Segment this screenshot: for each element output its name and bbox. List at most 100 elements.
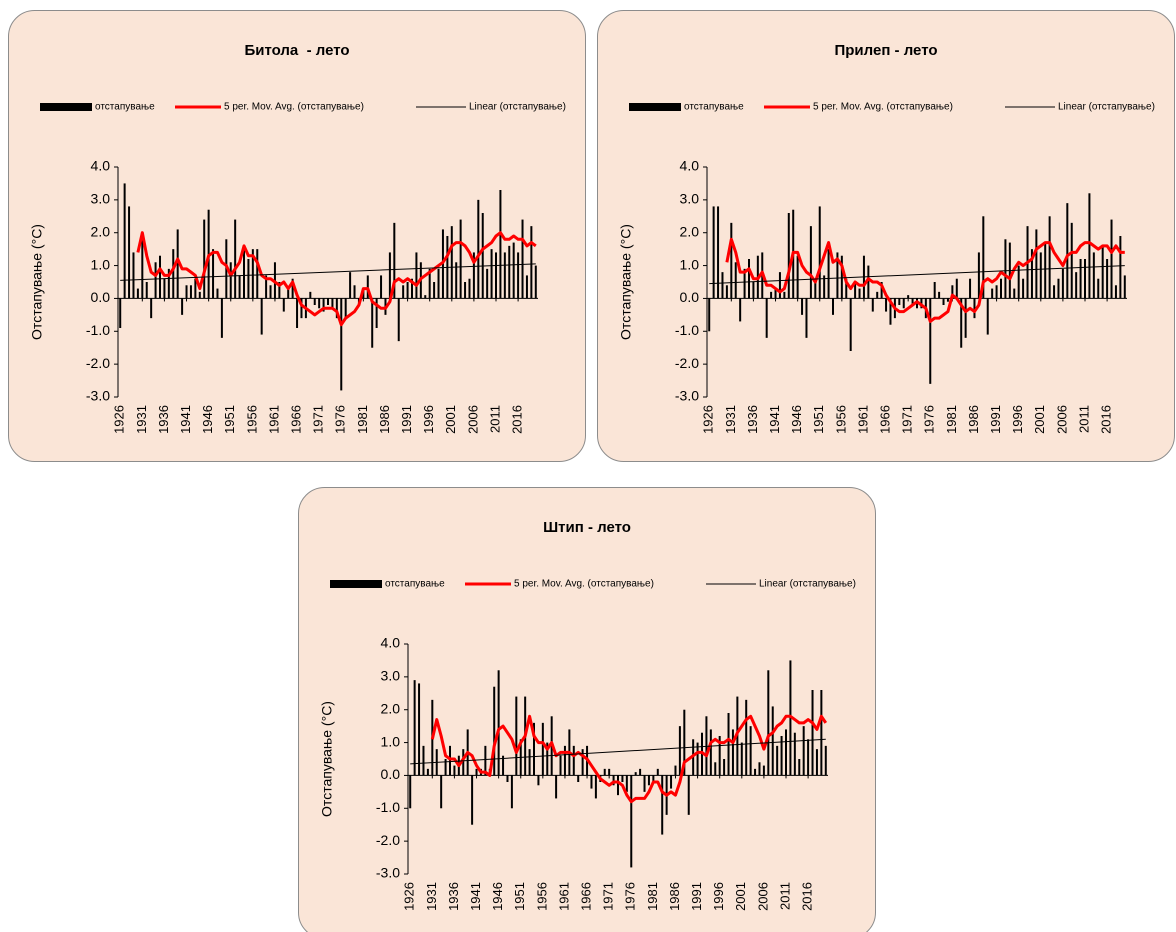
bar [845, 278, 848, 299]
bar [340, 298, 343, 391]
bar [444, 759, 447, 776]
bar [709, 729, 712, 776]
bar [991, 288, 994, 299]
bar [251, 249, 254, 299]
x-tick-label: 1986 [377, 405, 392, 434]
x-tick-label: 1991 [399, 405, 414, 434]
bar [287, 288, 290, 299]
bar [1070, 222, 1073, 299]
bar [426, 768, 429, 776]
bar [1061, 268, 1064, 299]
bar [499, 190, 502, 299]
bar [902, 298, 905, 309]
x-tick-label: 1931 [134, 405, 149, 434]
bar [656, 768, 659, 776]
bar [836, 252, 839, 299]
bar [807, 739, 810, 776]
chart-title: Прилеп - лето [834, 42, 937, 59]
chart-panel: Прилеп - лето отстапување 5 per. Mov. Avg.… [597, 10, 1175, 462]
bar [300, 298, 303, 319]
bar [506, 775, 509, 782]
legend-label: Linear (отстапување) [469, 102, 566, 113]
legend-label: 5 per. Mov. Avg. (отстапување) [224, 102, 364, 113]
bar [238, 275, 241, 299]
x-tick-label: 1986 [667, 882, 682, 911]
y-axis-label: Отстапување (°C) [29, 224, 45, 340]
bar [1079, 259, 1082, 299]
x-tick-label: 1946 [200, 405, 215, 434]
legend-swatch [330, 580, 382, 588]
x-tick-label: 1926 [402, 882, 417, 911]
bar [625, 775, 628, 792]
bar [1057, 278, 1060, 299]
bar [484, 745, 487, 776]
bar [798, 759, 801, 776]
bar [652, 775, 655, 782]
x-tick-label: 1991 [689, 882, 704, 911]
x-tick-label: 2006 [465, 405, 480, 434]
y-tick-label: 4.0 [680, 158, 700, 174]
bar [1053, 285, 1056, 299]
y-tick-label: 1.0 [680, 256, 700, 272]
moving-average-line [430, 714, 828, 804]
bar [440, 775, 443, 809]
bar [453, 765, 456, 776]
bar [712, 206, 715, 299]
bar [880, 282, 883, 299]
panel-content: Битола - лето отстапување 5 per. Mov. Avg.… [29, 42, 566, 434]
x-tick-label: 1931 [424, 882, 439, 911]
bar [752, 282, 755, 299]
bar [973, 298, 976, 319]
bar [234, 219, 237, 299]
x-tick-label: 1981 [355, 405, 370, 434]
bar [946, 298, 949, 302]
bar [136, 288, 139, 299]
bar [555, 775, 558, 799]
bar [802, 726, 805, 776]
bar [546, 742, 549, 776]
x-tick-label: 1961 [556, 882, 571, 911]
bar [749, 726, 752, 776]
x-tick-label: 2016 [800, 882, 815, 911]
legend-swatch [629, 103, 681, 111]
y-axis-label: Отстапување (°C) [319, 701, 335, 817]
bar [778, 272, 781, 299]
chart-title: Битола - лето [244, 42, 349, 59]
x-tick-label: 1926 [112, 405, 127, 434]
bar [814, 278, 817, 299]
bar [411, 278, 413, 299]
bar [823, 275, 826, 299]
x-tick-label: 1966 [877, 405, 892, 434]
bar [525, 275, 528, 299]
x-tick-label: 2006 [1054, 405, 1069, 434]
bar [475, 768, 478, 776]
bar [433, 282, 436, 299]
bar [1119, 236, 1122, 299]
bar [687, 775, 690, 815]
bar [189, 285, 192, 299]
legend-label: отстапување [684, 102, 744, 113]
bar [349, 272, 352, 299]
bar [849, 298, 852, 351]
y-tick-label: 3.0 [381, 668, 401, 684]
bar [269, 285, 272, 299]
x-tick-label: 1956 [833, 405, 848, 434]
bar [717, 206, 720, 299]
x-tick-label: 1976 [623, 882, 638, 911]
bar [765, 298, 768, 338]
bar [734, 262, 737, 299]
y-tick-label: 3.0 [91, 191, 111, 207]
y-tick-label: -1.0 [675, 322, 699, 338]
x-tick-label: 1951 [512, 882, 527, 911]
bar [409, 775, 412, 809]
bar [767, 670, 770, 776]
bar [793, 732, 796, 776]
bar [331, 298, 334, 309]
bar [344, 298, 347, 319]
y-tick-label: 4.0 [381, 635, 401, 651]
bar [683, 709, 686, 776]
x-tick-label: 2001 [1032, 405, 1047, 434]
bar [590, 775, 593, 789]
bar [371, 298, 374, 348]
